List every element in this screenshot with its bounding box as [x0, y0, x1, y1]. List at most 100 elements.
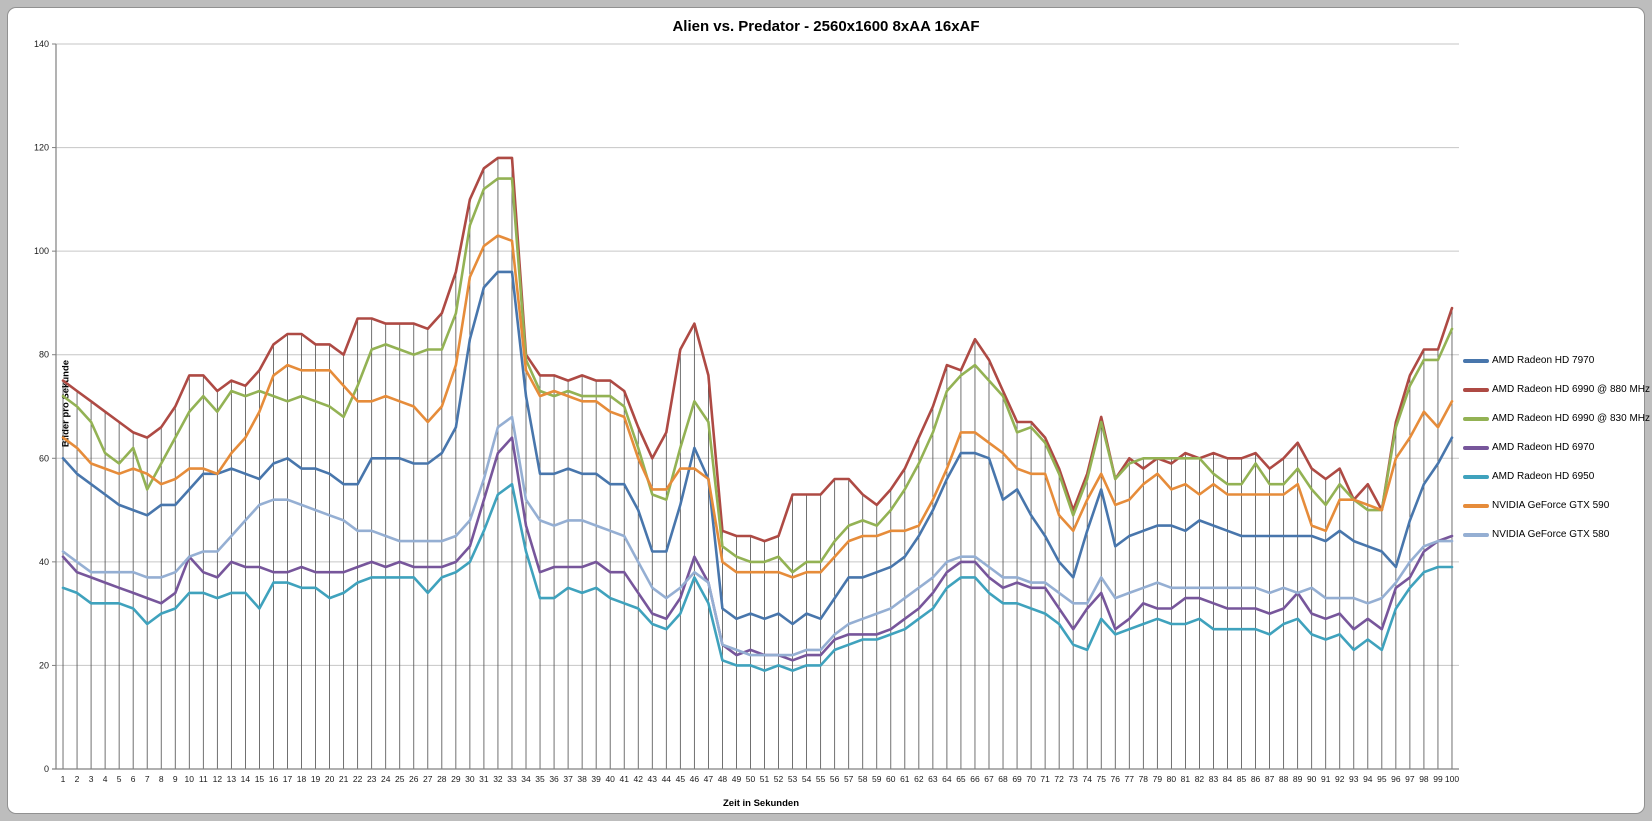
legend-line-marker [1463, 445, 1489, 450]
x-tick-label: 48 [718, 774, 728, 784]
x-tick-label: 67 [984, 774, 994, 784]
x-tick-label: 55 [816, 774, 826, 784]
x-tick-label: 70 [1026, 774, 1036, 784]
x-tick-label: 1 [61, 774, 66, 784]
x-tick-label: 21 [339, 774, 349, 784]
x-tick-label: 14 [241, 774, 251, 784]
x-tick-label: 11 [199, 774, 208, 784]
y-tick-label: 0 [44, 764, 49, 774]
y-tick-label: 100 [34, 246, 49, 256]
series-line-amd-radeon-hd-6990-880-mhz [61, 156, 1454, 543]
x-tick-label: 36 [549, 774, 559, 784]
x-tick-label: 9 [173, 774, 178, 784]
x-tick-label: 3 [89, 774, 94, 784]
x-tick-label: 19 [311, 774, 321, 784]
x-tick-label: 92 [1335, 774, 1345, 784]
x-tick-label: 53 [788, 774, 798, 784]
x-tick-label: 74 [1082, 774, 1092, 784]
x-tick-label: 97 [1405, 774, 1415, 784]
legend-line-marker [1463, 532, 1489, 537]
x-tick-label: 22 [353, 774, 363, 784]
x-tick-label: 82 [1195, 774, 1205, 784]
x-tick-label: 12 [213, 774, 223, 784]
x-tick-label: 4 [103, 774, 108, 784]
x-tick-label: 72 [1054, 774, 1064, 784]
legend-label: AMD Radeon HD 7970 [1492, 355, 1595, 366]
x-tick-label: 69 [1012, 774, 1022, 784]
series-line-amd-radeon-hd-7970 [61, 270, 1454, 626]
legend-label: AMD Radeon HD 6990 @ 880 MHz [1492, 384, 1650, 395]
x-tick-label: 54 [802, 774, 812, 784]
x-tick-label: 13 [227, 774, 237, 784]
x-tick-label: 24 [381, 774, 391, 784]
x-tick-label: 93 [1349, 774, 1359, 784]
x-tick-label: 99 [1433, 774, 1443, 784]
x-tick-label: 40 [605, 774, 615, 784]
legend-item: NVIDIA GeForce GTX 590 [1463, 491, 1641, 520]
x-tick-label: 5 [117, 774, 122, 784]
x-tick-label: 78 [1139, 774, 1149, 784]
x-tick-label: 81 [1181, 774, 1191, 784]
x-tick-label: 77 [1125, 774, 1135, 784]
legend-item: AMD Radeon HD 6970 [1463, 433, 1641, 462]
y-tick-label: 140 [34, 39, 49, 49]
legend-item: AMD Radeon HD 6990 @ 880 MHz [1463, 375, 1650, 404]
x-tick-label: 37 [563, 774, 573, 784]
x-tick-label: 75 [1097, 774, 1107, 784]
x-tick-label: 26 [409, 774, 419, 784]
x-tick-label: 17 [283, 774, 293, 784]
x-tick-label: 68 [998, 774, 1008, 784]
series-line-nvidia-geforce-gtx-590 [61, 234, 1454, 579]
x-tick-label: 34 [521, 774, 531, 784]
legend-item: AMD Radeon HD 6950 [1463, 462, 1641, 491]
x-tick-label: 66 [970, 774, 980, 784]
x-tick-label: 73 [1068, 774, 1078, 784]
chart-frame: Alien vs. Predator - 2560x1600 8xAA 16xA… [7, 7, 1650, 814]
x-tick-label: 76 [1111, 774, 1121, 784]
legend-line-marker [1463, 503, 1489, 508]
x-tick-label: 45 [676, 774, 686, 784]
legend-line-marker [1463, 358, 1489, 363]
x-tick-label: 83 [1209, 774, 1219, 784]
x-tick-label: 35 [535, 774, 545, 784]
x-tick-label: 59 [872, 774, 882, 784]
x-tick-label: 56 [830, 774, 840, 784]
x-tick-label: 28 [437, 774, 447, 784]
x-tick-label: 88 [1279, 774, 1289, 784]
x-tick-label: 42 [634, 774, 644, 784]
x-tick-label: 65 [956, 774, 966, 784]
x-tick-label: 79 [1153, 774, 1163, 784]
x-tick-label: 96 [1391, 774, 1401, 784]
x-tick-label: 44 [662, 774, 672, 784]
x-tick-label: 47 [704, 774, 714, 784]
x-tick-label: 43 [648, 774, 658, 784]
x-tick-label: 63 [928, 774, 938, 784]
series-line-nvidia-geforce-gtx-580 [61, 415, 1454, 657]
x-tick-label: 57 [844, 774, 854, 784]
x-tick-label: 98 [1419, 774, 1429, 784]
x-tick-label: 18 [297, 774, 307, 784]
x-tick-label: 61 [900, 774, 910, 784]
x-tick-label: 10 [185, 774, 195, 784]
legend-label: AMD Radeon HD 6970 [1492, 442, 1595, 453]
x-tick-label: 84 [1223, 774, 1233, 784]
x-axis-title: Zeit in Sekunden [722, 798, 799, 809]
x-tick-label: 15 [255, 774, 265, 784]
legend-label: AMD Radeon HD 6990 @ 830 MHz [1492, 413, 1650, 424]
x-tick-label: 30 [465, 774, 475, 784]
y-tick-label: 120 [34, 143, 49, 153]
x-tick-label: 25 [395, 774, 405, 784]
x-tick-label: 62 [914, 774, 924, 784]
x-tick-label: 38 [577, 774, 587, 784]
x-tick-label: 50 [746, 774, 756, 784]
legend-line-marker [1463, 387, 1489, 392]
series-line-amd-radeon-hd-6950 [61, 482, 1454, 672]
x-tick-label: 20 [325, 774, 335, 784]
x-tick-label: 31 [479, 774, 489, 784]
x-tick-label: 90 [1307, 774, 1317, 784]
y-tick-label: 20 [39, 660, 49, 670]
x-tick-label: 2 [75, 774, 80, 784]
x-tick-label: 100 [1445, 774, 1459, 784]
y-tick-label: 60 [39, 453, 49, 463]
x-tick-label: 33 [507, 774, 517, 784]
